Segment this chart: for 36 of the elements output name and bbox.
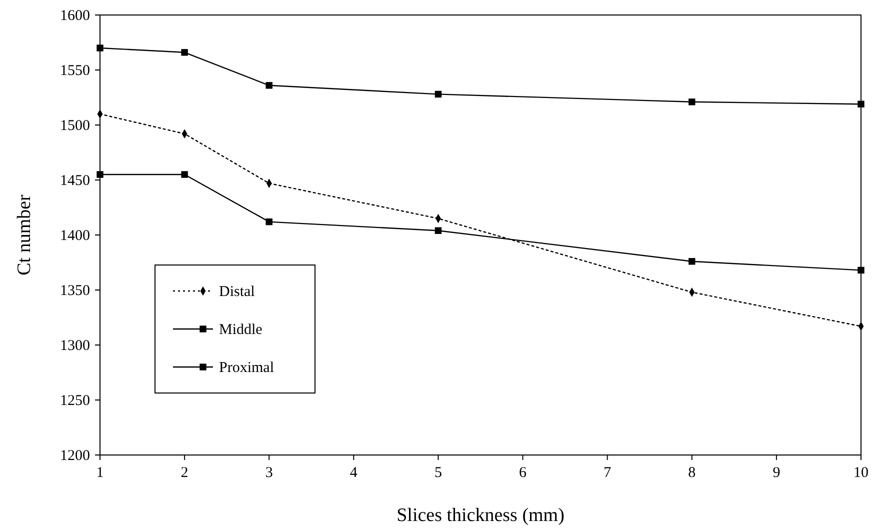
point [266,218,272,226]
point [96,171,104,178]
point [688,98,696,106]
x-axis-title: Slices thickness (mm) [396,505,564,526]
y-axis-title: Ct number [14,194,35,276]
x-tick-label: 9 [772,465,780,481]
x-tick-label: 10 [854,465,868,481]
legend-label: Distal [219,284,255,300]
legend-label: Proximal [219,360,274,376]
x-tick-label: 7 [604,465,612,481]
point [266,82,272,89]
point [181,171,188,178]
point [434,90,442,98]
x-tick-label: 4 [350,465,358,481]
x-tick-label: 5 [434,465,442,481]
legend-label: Middle [219,322,263,338]
point [858,100,864,108]
x-tick-label: 8 [688,465,696,481]
point [858,266,864,274]
point [181,49,188,56]
x-tick-label: 2 [180,465,188,481]
y-tick-label: 1350 [60,283,90,299]
y-tick-label: 1300 [60,338,90,354]
y-tick-label: 1250 [60,393,90,409]
y-tick-label: 1200 [60,448,90,464]
y-tick-label: 1450 [60,173,90,189]
y-tick-label: 1400 [60,228,90,244]
y-tick-label: 1500 [60,118,90,134]
point [688,258,696,265]
point [96,44,104,52]
point [434,227,442,234]
x-tick-label: 3 [265,465,273,481]
x-tick-label: 6 [519,465,528,481]
y-tick-label: 1600 [60,8,90,24]
y-tick-label: 1550 [60,63,90,79]
x-tick-label: 1 [96,465,104,481]
